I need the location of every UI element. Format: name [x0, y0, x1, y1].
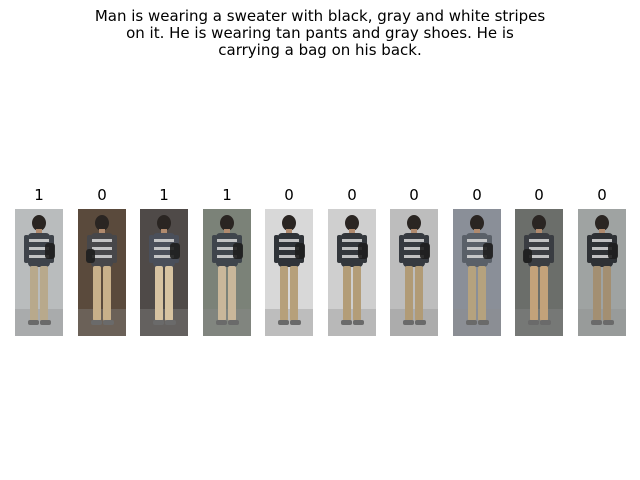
person-photo	[265, 209, 313, 336]
match-label: 1	[34, 186, 44, 204]
match-label: 1	[222, 186, 232, 204]
person-photo	[515, 209, 563, 336]
match-label: 0	[472, 186, 482, 204]
match-label: 0	[409, 186, 419, 204]
match-label: 1	[159, 186, 169, 204]
person-photo	[203, 209, 251, 336]
person-photo	[453, 209, 501, 336]
person-photo	[328, 209, 376, 336]
caption-line: Man is wearing a sweater with black, gra…	[94, 7, 546, 25]
person-photo	[578, 209, 626, 336]
person-photo	[390, 209, 438, 336]
match-label: 0	[347, 186, 357, 204]
match-label: 0	[97, 186, 107, 204]
caption-line: on it. He is wearing tan pants and gray …	[126, 24, 514, 42]
match-label: 0	[534, 186, 544, 204]
match-label: 0	[597, 186, 607, 204]
image-caption: Man is wearing a sweater with black, gra…	[40, 8, 600, 59]
caption-line: carrying a bag on his back.	[218, 41, 422, 59]
person-photo	[15, 209, 63, 336]
person-photo	[78, 209, 126, 336]
person-photo	[140, 209, 188, 336]
match-label: 0	[284, 186, 294, 204]
